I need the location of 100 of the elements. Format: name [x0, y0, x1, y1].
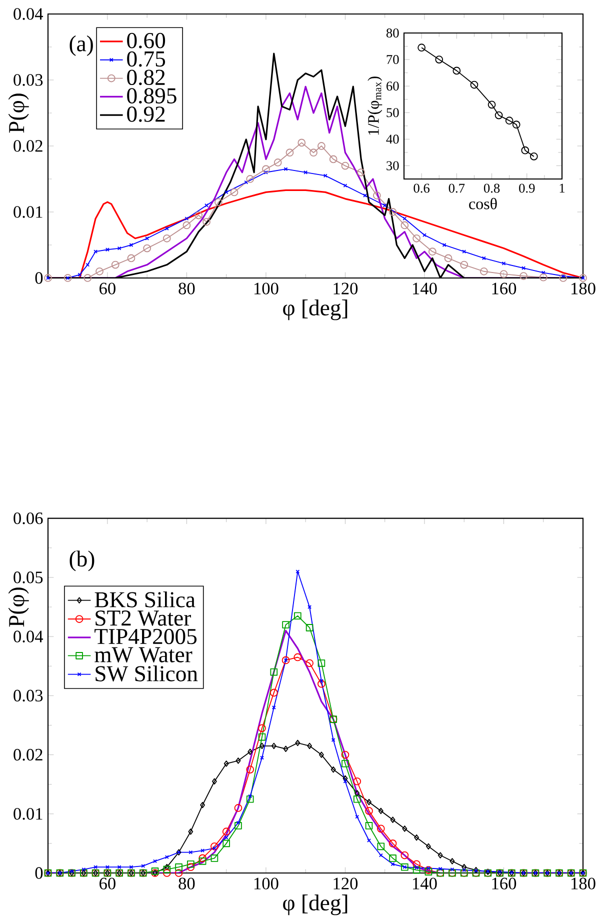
point — [530, 152, 538, 160]
point — [378, 808, 384, 814]
point — [188, 828, 194, 835]
x-tick-label: 100 — [254, 878, 278, 890]
y-tick-label: 0.04 — [14, 8, 44, 20]
point — [194, 211, 203, 220]
point — [222, 828, 230, 836]
point — [224, 190, 228, 194]
point — [452, 66, 461, 75]
point — [214, 198, 222, 206]
point — [174, 869, 183, 877]
point — [390, 862, 395, 866]
point — [198, 858, 206, 865]
point — [164, 855, 169, 860]
point — [422, 233, 426, 238]
point — [462, 864, 467, 870]
x-tick-label: 80 — [178, 878, 195, 890]
point — [236, 820, 240, 825]
y-axis-title: P(φ) — [8, 588, 29, 627]
y-tick-label: 0.02 — [14, 748, 42, 761]
x-axis-title: φ [deg] — [283, 894, 348, 916]
x-tick-label: 160 — [492, 282, 516, 294]
point — [444, 254, 452, 262]
point — [295, 740, 300, 746]
point — [282, 621, 290, 628]
y-tick-label: 0.02 — [14, 140, 42, 152]
point — [270, 688, 278, 697]
point — [494, 111, 503, 120]
point — [164, 226, 169, 230]
point — [342, 775, 348, 782]
point — [318, 142, 326, 150]
legend-label: mW Water — [94, 647, 192, 662]
point — [438, 852, 443, 858]
x-tick-label: 100 — [254, 282, 278, 294]
point — [294, 653, 302, 662]
point — [86, 262, 90, 267]
point — [248, 748, 253, 755]
point — [308, 605, 312, 609]
point — [246, 766, 254, 774]
point — [353, 795, 361, 803]
y-tick-label: 0 — [35, 272, 43, 284]
point — [367, 838, 371, 842]
x-axis-title: φ [deg] — [283, 300, 348, 320]
point — [376, 824, 385, 833]
point — [283, 746, 288, 752]
point — [318, 752, 324, 758]
point — [378, 853, 383, 858]
point — [390, 816, 396, 823]
point — [271, 742, 276, 750]
point — [388, 208, 397, 216]
point — [96, 267, 104, 276]
point — [488, 100, 496, 109]
point — [462, 868, 466, 872]
point — [230, 188, 238, 196]
x-tick-label: 80 — [178, 282, 195, 294]
y-axis-title: 1/P(φ$_{max}$) — [368, 76, 382, 135]
point — [163, 866, 171, 874]
point — [127, 254, 136, 262]
point — [412, 866, 420, 874]
point — [210, 842, 218, 850]
point — [521, 146, 530, 154]
legend-label: 0.92 — [127, 106, 165, 122]
legend-label: 0.75 — [127, 51, 166, 67]
point — [198, 854, 206, 862]
x-tick-label: 60 — [100, 878, 116, 890]
legend-label: ST2 Water — [96, 610, 191, 626]
y-tick-label: 0.01 — [14, 206, 42, 218]
point — [480, 267, 488, 276]
legend-label: BKS Silica — [94, 591, 196, 608]
point — [418, 44, 426, 52]
point — [330, 766, 336, 773]
point — [186, 863, 195, 872]
point — [522, 266, 526, 270]
x-tick-label: 160 — [492, 878, 516, 890]
point — [224, 760, 229, 767]
point — [200, 802, 206, 808]
point — [234, 822, 242, 830]
point — [260, 742, 264, 750]
y-tick-label: 0.05 — [14, 572, 43, 584]
point — [428, 248, 436, 256]
point — [354, 790, 360, 796]
x-tick-label: 120 — [334, 878, 358, 890]
y-tick-label: 0.03 — [14, 74, 43, 86]
x-tick-label: 60 — [100, 282, 116, 294]
point — [94, 865, 98, 870]
x-tick-label: 180 — [572, 878, 596, 890]
y-tick-label: 80 — [386, 28, 399, 38]
point — [78, 272, 82, 277]
point — [272, 706, 276, 710]
point — [94, 250, 98, 254]
legend-label: 0.895 — [127, 88, 176, 104]
point — [222, 840, 230, 848]
legend-label: 0.82 — [127, 70, 165, 86]
annotation: (b) — [70, 550, 94, 572]
point — [412, 234, 420, 242]
point — [188, 850, 193, 854]
point — [234, 804, 242, 812]
point — [111, 260, 120, 269]
point — [84, 274, 92, 282]
point — [306, 624, 314, 632]
